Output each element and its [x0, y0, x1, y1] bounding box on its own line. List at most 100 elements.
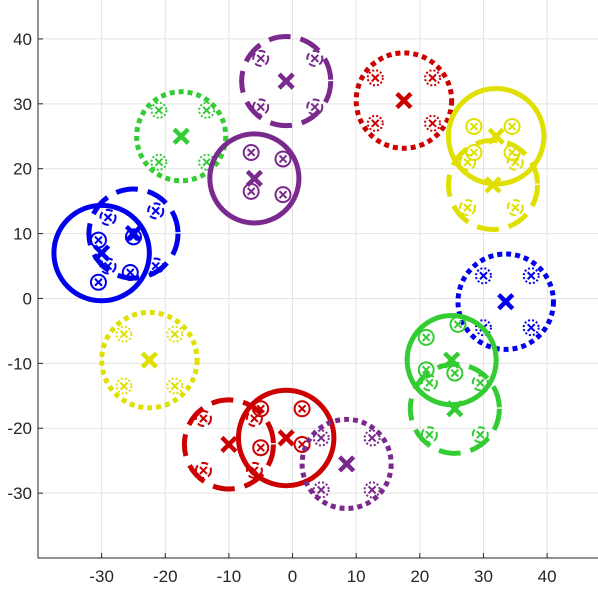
- cluster-center-marker: [140, 351, 158, 369]
- point-circle: [147, 202, 165, 220]
- cluster-circle: [207, 131, 302, 226]
- point-marker: [103, 213, 113, 222]
- point-circle: [194, 410, 212, 427]
- point-circle: [312, 429, 330, 447]
- point-marker: [256, 443, 265, 452]
- point-circle: [506, 153, 524, 171]
- cluster-red-solid: [235, 387, 337, 489]
- y-tick-label: 0: [23, 289, 32, 308]
- point-marker: [367, 433, 377, 443]
- cluster-circle: [353, 50, 455, 151]
- point-circle: [124, 228, 142, 246]
- point-marker: [199, 414, 208, 423]
- point-circle: [150, 153, 168, 171]
- y-tick-label: 40: [13, 30, 32, 49]
- point-marker: [151, 206, 160, 216]
- point-marker: [316, 485, 326, 495]
- cluster-blue-dashed: [86, 186, 181, 281]
- cluster-circle: [445, 137, 541, 232]
- x-tick-label: 10: [347, 567, 366, 586]
- point-circle: [242, 143, 260, 161]
- cluster-red-dashed: [181, 397, 276, 492]
- point-marker: [507, 122, 517, 131]
- point-circle: [506, 199, 524, 217]
- point-circle: [465, 118, 483, 136]
- point-circle: [166, 325, 184, 343]
- point-circle: [242, 182, 260, 200]
- point-marker: [511, 203, 520, 212]
- cluster-circle: [235, 387, 337, 489]
- point-marker: [371, 73, 380, 83]
- point-marker: [119, 381, 129, 391]
- point-marker: [453, 320, 463, 329]
- y-tick-label: -30: [7, 484, 32, 503]
- point-circle: [363, 429, 381, 447]
- point-marker: [246, 187, 256, 196]
- point-circle: [245, 410, 263, 427]
- cluster-center-marker: [220, 435, 238, 454]
- point-circle: [293, 400, 311, 418]
- point-circle: [252, 98, 270, 116]
- cluster-circle: [134, 89, 229, 184]
- y-tick-label: -20: [7, 419, 32, 438]
- point-circle: [471, 426, 489, 444]
- point-circle: [522, 319, 540, 337]
- cluster-center-marker: [395, 91, 413, 110]
- point-marker: [250, 414, 259, 423]
- point-circle: [115, 377, 133, 395]
- axes: [37, 0, 598, 559]
- point-marker: [278, 190, 288, 199]
- point-marker: [278, 154, 288, 164]
- point-circle: [459, 199, 477, 217]
- point-marker: [367, 485, 377, 495]
- cluster-center-marker: [497, 293, 515, 311]
- point-circle: [420, 374, 438, 392]
- point-marker: [170, 381, 180, 391]
- cluster-purple-dashed: [239, 34, 334, 129]
- point-circle: [471, 374, 489, 392]
- cluster-center-marker: [277, 429, 295, 447]
- point-marker: [476, 378, 485, 388]
- point-marker: [94, 278, 103, 287]
- point-marker: [202, 106, 211, 115]
- point-circle: [245, 461, 263, 479]
- point-circle: [252, 439, 270, 457]
- point-marker: [450, 368, 460, 378]
- point-marker: [476, 430, 485, 439]
- point-circle: [522, 267, 540, 285]
- point-circle: [363, 481, 381, 499]
- point-marker: [126, 268, 135, 277]
- point-marker: [463, 158, 472, 167]
- point-circle: [274, 150, 292, 168]
- y-tick-label: 10: [13, 225, 32, 244]
- point-circle: [449, 315, 467, 333]
- point-marker: [154, 158, 164, 167]
- x-tick-label: 40: [538, 567, 557, 586]
- point-marker: [428, 119, 437, 128]
- point-circle: [99, 257, 117, 275]
- point-circle: [198, 101, 216, 119]
- point-marker: [479, 271, 488, 280]
- point-marker: [103, 261, 113, 271]
- point-circle: [306, 98, 324, 116]
- point-marker: [119, 329, 129, 339]
- point-marker: [94, 235, 103, 245]
- cluster-center-marker: [338, 455, 356, 473]
- point-circle: [474, 267, 492, 285]
- x-tick-label: -10: [217, 567, 242, 586]
- point-marker: [428, 73, 437, 83]
- point-marker: [154, 106, 164, 115]
- point-circle: [424, 69, 442, 87]
- cluster-green-dotted: [134, 89, 229, 184]
- point-marker: [463, 203, 472, 212]
- point-marker: [421, 333, 431, 342]
- cluster-circle: [86, 186, 181, 281]
- point-circle: [274, 186, 292, 204]
- x-tick-label: -20: [153, 567, 178, 586]
- cluster-center-marker: [172, 127, 190, 145]
- point-circle: [417, 328, 435, 346]
- cluster-purple-solid: [207, 131, 302, 226]
- y-tick-label: 20: [13, 160, 32, 179]
- point-marker: [310, 54, 320, 63]
- point-marker: [170, 329, 180, 339]
